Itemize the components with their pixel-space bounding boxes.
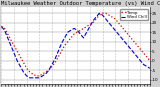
Legend: Temp, Wind Chill: Temp, Wind Chill: [120, 9, 148, 20]
Text: Milwaukee Weather Outdoor Temperature (vs) Wind Chill (Last 24 Hours): Milwaukee Weather Outdoor Temperature (v…: [1, 1, 160, 6]
